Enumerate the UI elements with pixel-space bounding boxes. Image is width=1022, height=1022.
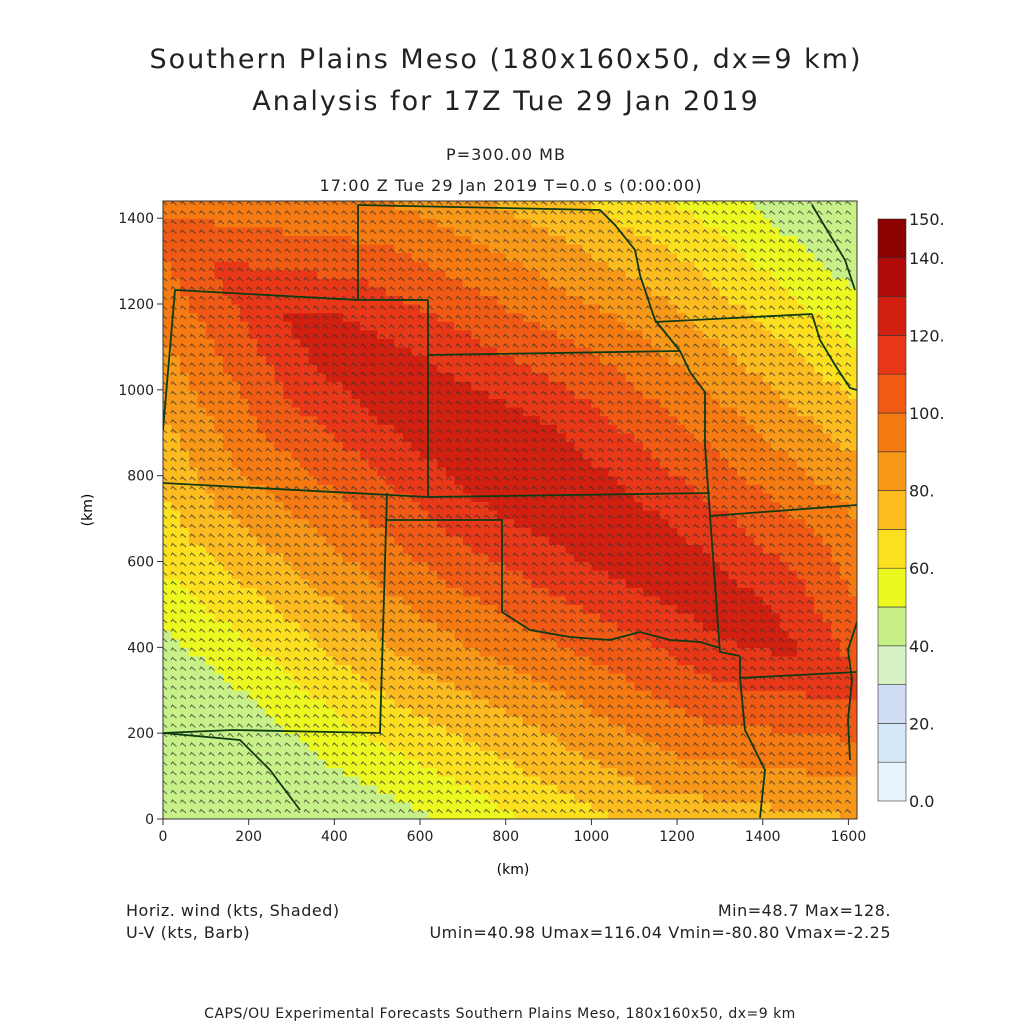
chart-title: Southern Plains Meso (180x160x50, dx=9 k…: [149, 44, 863, 75]
colorbar-label: 120.: [909, 326, 945, 345]
x-tick-label: 1200: [659, 829, 695, 845]
min-max-value: Min=48.7 Max=128.: [717, 901, 891, 920]
wind-barbs: [163, 201, 852, 814]
x-tick-label: 1000: [574, 829, 610, 845]
colorbar: 0.0 20. 40. 60. 80. 100. 120. 140. 150.: [877, 210, 945, 811]
x-tick-label: 800: [492, 829, 519, 845]
y-axis: 0 200 400 600 800 1000 1200 1400: [118, 211, 163, 828]
pressure-level: P=300.00 MB: [446, 145, 566, 164]
y-tick-label: 600: [127, 555, 154, 571]
boundary-new-mexico-east: [163, 492, 388, 734]
colorbar-label: 60.: [909, 559, 934, 578]
colorbar-label: 80.: [909, 482, 934, 501]
boundary-missouri-river: [679, 350, 711, 517]
boundary-nebraska-north: [357, 204, 681, 352]
boundary-mississippi: [847, 621, 857, 761]
plot-frame: [162, 200, 858, 820]
colorbar-swatch: [877, 412, 907, 453]
colorbar-swatch: [877, 529, 907, 569]
boundary-iowa-east: [811, 313, 857, 391]
y-tick-label: 1200: [118, 297, 154, 313]
x-axis: 0 200 400 600 800 1000 1200 1400 1600: [159, 819, 867, 845]
colorbar-swatch: [877, 567, 907, 608]
colorbar-swatch: [877, 451, 907, 491]
colorbar-swatch: [877, 645, 907, 685]
colorbar-swatch: [877, 490, 907, 530]
x-tick-label: 200: [235, 829, 262, 845]
uv-range-value: Umin=40.98 Umax=116.04 Vmin=-80.80 Vmax=…: [429, 923, 891, 942]
colorbar-swatch: [877, 761, 907, 802]
colorbar-label: 40.: [909, 637, 934, 656]
colorbar-swatch: [877, 684, 907, 724]
colorbar-label: 140.: [909, 249, 945, 268]
colorbar-swatch: [877, 335, 907, 375]
x-tick-label: 1400: [745, 829, 781, 845]
boundary-ar-la: [739, 677, 766, 819]
chart-subtitle: Analysis for 17Z Tue 29 Jan 2019: [252, 86, 760, 117]
x-tick-label: 400: [321, 829, 348, 845]
x-axis-label: (km): [497, 862, 530, 878]
colorbar-label: 20.: [909, 714, 934, 733]
boundary-minnesota: [811, 204, 856, 291]
colorbar-label: 100.: [909, 404, 945, 423]
x-tick-label: 1600: [831, 829, 867, 845]
valid-time: 17:00 Z Tue 29 Jan 2019 T=0.0 s (0:00:00…: [319, 176, 703, 195]
x-tick-label: 600: [407, 829, 434, 845]
boundary-missouri-south: [709, 504, 857, 517]
boundary-colorado-west: [163, 289, 176, 431]
shaded-field-label: Horiz. wind (kts, Shaded): [126, 901, 340, 920]
y-tick-label: 800: [127, 469, 154, 485]
wind-speed-shading: [163, 201, 857, 819]
y-tick-label: 1400: [118, 211, 154, 227]
boundary-oklahoma-east: [709, 515, 741, 657]
y-tick-label: 400: [127, 640, 154, 656]
boundary-iowa-south: [654, 313, 813, 323]
colorbar-swatch: [877, 218, 907, 259]
credit-text: CAPS/OU Experimental Forecasts Southern …: [204, 1006, 796, 1022]
colorbar-swatch: [877, 296, 907, 336]
colorbar-swatch: [877, 723, 907, 763]
boundary-oklahoma-panhandle: [387, 519, 721, 649]
x-tick-label: 0: [159, 829, 168, 845]
y-tick-label: 200: [127, 726, 154, 742]
colorbar-label: 0.0: [909, 792, 934, 811]
y-tick-label: 0: [145, 812, 154, 828]
y-tick-label: 1000: [118, 383, 154, 399]
colorbar-swatch: [877, 257, 907, 297]
y-axis-label: (km): [80, 494, 96, 527]
colorbar-label: 150.: [909, 210, 945, 229]
colorbar-swatch: [877, 373, 907, 414]
barb-field-label: U-V (kts, Barb): [126, 923, 251, 942]
colorbar-swatch: [877, 606, 907, 647]
state-boundaries: [163, 204, 857, 819]
boundary-mexico: [163, 732, 301, 811]
